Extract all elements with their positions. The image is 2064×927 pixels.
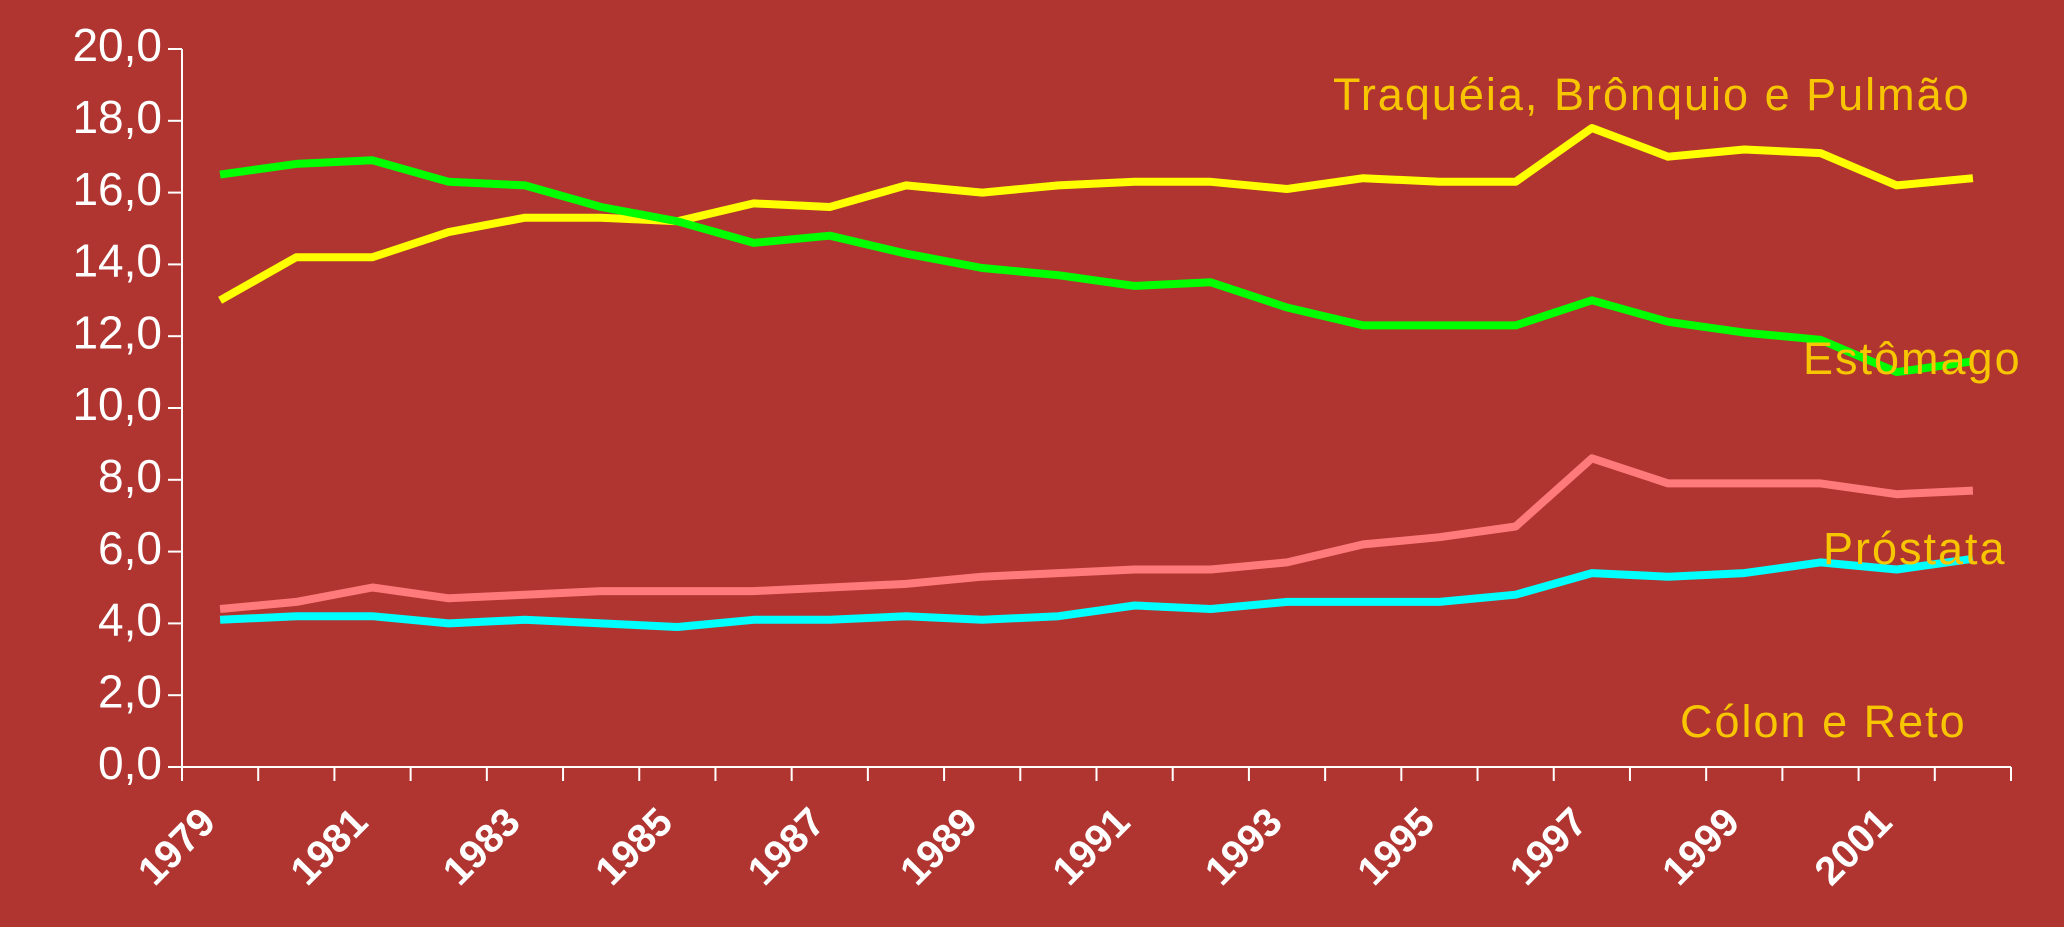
y-tick-label: 0,0: [98, 737, 162, 789]
x-tick-label: 1995: [1349, 800, 1443, 894]
series-label: Próstata: [1823, 523, 2007, 574]
x-tick-label: 1987: [740, 800, 834, 894]
y-tick-label: 2,0: [98, 665, 162, 717]
series-label: Traquéia, Brônquio e Pulmão: [1333, 69, 1971, 120]
x-tick-label: 1997: [1502, 800, 1596, 894]
x-tick-label: 1989: [892, 800, 986, 894]
y-tick-label: 6,0: [98, 522, 162, 574]
x-tick-label: 1991: [1044, 800, 1138, 894]
x-tick-label: 1999: [1654, 800, 1748, 894]
y-tick-label: 20,0: [72, 19, 162, 71]
y-tick-label: 12,0: [72, 306, 162, 358]
x-tick-label: 1993: [1197, 800, 1291, 894]
y-tick-label: 16,0: [72, 163, 162, 215]
series-line: [218, 124, 1974, 304]
series-line: [219, 454, 1974, 613]
series-label: Cólon e Reto: [1680, 696, 1967, 747]
x-tick-label: 1985: [587, 800, 681, 894]
y-tick-label: 4,0: [98, 594, 162, 646]
x-tick-label: 1981: [282, 800, 376, 894]
x-tick-label: 2001: [1806, 800, 1900, 894]
series-line: [219, 156, 1974, 377]
y-tick-label: 8,0: [98, 450, 162, 502]
series-line: [219, 554, 1974, 631]
y-tick-label: 10,0: [72, 378, 162, 430]
y-tick-label: 14,0: [72, 235, 162, 287]
x-tick-label: 1983: [435, 800, 529, 894]
series-label: Estômago: [1803, 333, 2022, 384]
y-tick-label: 18,0: [72, 91, 162, 143]
x-tick-label: 1979: [130, 800, 224, 894]
